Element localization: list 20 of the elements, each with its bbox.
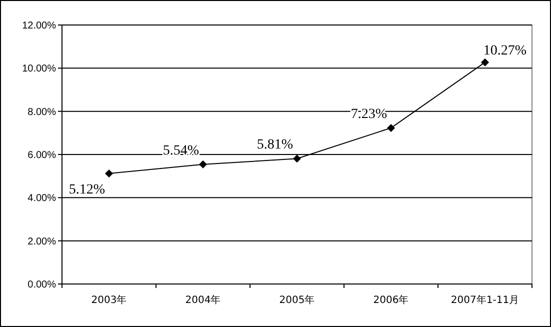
point [105,169,113,178]
x-tick-label: 2005年 [279,294,315,306]
x-tick-label: 2006年 [373,294,409,306]
y-tick-label: 6.00% [28,150,56,161]
data-label: 10.27% [483,43,527,58]
y-tick-label: 0.00% [28,280,56,290]
point [387,124,395,132]
y-tick-label: 12.00% [22,20,56,32]
y-tick-label: 4.00% [28,193,56,204]
y-tick-label: 10.00% [22,64,56,75]
data-label: 5.12% [68,182,106,198]
x-tick-label: 2007年1-11月 [450,294,520,306]
point [293,154,301,163]
x-tick-label: 2004年 [185,294,221,306]
y-tick-label: 2.00% [28,236,56,248]
x-tick-label: 2003年 [91,294,127,306]
point [199,160,207,168]
data-label: 5.81% [256,138,294,153]
y-tick-label: 8.00% [28,106,56,118]
point [481,58,489,66]
